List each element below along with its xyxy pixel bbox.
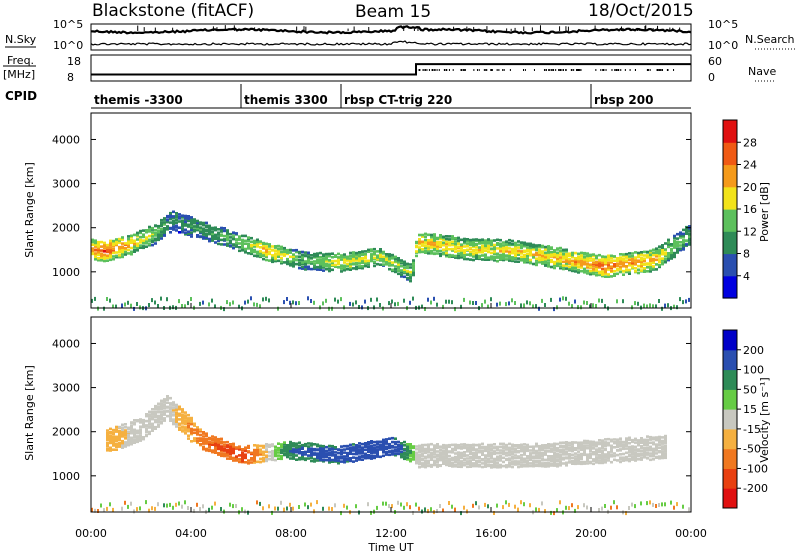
noise-left-tick-high: 10^5 <box>53 18 83 31</box>
time-axis-label: Time UT <box>367 541 413 554</box>
range-tick-label: 1000 <box>52 470 80 483</box>
colorbar-tick-label: 50 <box>743 383 757 396</box>
colorbar-tick-label: 4 <box>743 270 750 283</box>
time-tick-label: 20:00 <box>575 527 607 540</box>
power-ylabel: Slant Range [km] <box>23 162 36 258</box>
velocity-panel: 1000 2000 3000 4000 Slant Range [km] <box>23 316 692 516</box>
noise-right-label: N.Search <box>745 33 795 46</box>
colorbar-tick-label: 28 <box>743 136 757 149</box>
colorbar-tick-label: 20 <box>743 181 757 194</box>
station-title: Blackstone (fitACF) <box>92 1 254 21</box>
velocity-heatmap <box>91 395 690 516</box>
nave-label: Nave <box>748 65 776 78</box>
velocity-colorbar: 200 100 50 15 -15 -50 -100 -200 <box>722 329 768 509</box>
colorbar-tick-label: 16 <box>743 203 757 216</box>
nave-tick-low: 0 <box>708 71 715 84</box>
colorbar-tick-label: 100 <box>743 364 764 377</box>
cpid-program: rbsp CT-trig 220 <box>344 93 452 107</box>
power-colorbar: 28 24 20 16 12 8 4 <box>722 119 757 299</box>
time-tick-label: 12:00 <box>375 527 407 540</box>
colorbar-tick-label: -15 <box>743 423 761 436</box>
colorbar-tick-label: 24 <box>743 159 757 172</box>
range-tick-label: 3000 <box>52 382 80 395</box>
freq-panel: Freq. [MHz] 18 8 60 0 Nave <box>3 54 776 84</box>
noise-traces <box>90 25 692 46</box>
colorbar-tick-label: -200 <box>743 482 768 495</box>
velocity-colorbar-label: Velocity [m s⁻¹] <box>758 377 771 462</box>
cpid-program: themis -3300 <box>94 93 183 107</box>
range-tick-label: 4000 <box>52 337 80 350</box>
time-axis: 00:00 04:00 08:00 12:00 16:00 20:00 00:00 <box>75 303 707 540</box>
range-tick-label: 4000 <box>52 133 80 146</box>
colorbar-tick-label: 8 <box>743 248 750 261</box>
time-tick-label: 16:00 <box>475 527 507 540</box>
freq-tick-high: 18 <box>67 55 81 68</box>
nave-tick-high: 60 <box>708 55 722 68</box>
colorbar-tick-label: 15 <box>743 403 757 416</box>
colorbar-tick-label: -100 <box>743 462 768 475</box>
freq-label-line2: [MHz] <box>3 68 35 81</box>
colorbar-tick-label: 12 <box>743 225 757 238</box>
range-tick-label: 1000 <box>52 266 80 279</box>
time-tick-label: 00:00 <box>75 527 107 540</box>
range-tick-label: 2000 <box>52 426 80 439</box>
range-tick-label: 3000 <box>52 178 80 191</box>
cpid-program: themis 3300 <box>244 93 328 107</box>
cpid-label: CPID <box>5 89 37 103</box>
colorbar-tick-label: 200 <box>743 344 764 357</box>
noise-right-tick-low: 10^0 <box>708 39 738 52</box>
noise-panel: N.Sky 10^5 10^0 10^5 10^0 N.Search <box>5 18 795 52</box>
freq-label-line1: Freq. <box>7 54 34 67</box>
power-colorbar-label: Power [dB] <box>758 182 771 242</box>
time-tick-label: 00:00 <box>675 527 707 540</box>
velocity-ylabel: Slant Range [km] <box>23 365 36 461</box>
freq-tick-low: 8 <box>67 71 74 84</box>
time-tick-label: 04:00 <box>175 527 207 540</box>
noise-left-label: N.Sky <box>5 33 37 46</box>
power-heatmap <box>91 210 691 312</box>
freq-trace <box>91 63 691 76</box>
beam-title: Beam 15 <box>355 2 431 22</box>
cpid-program: rbsp 200 <box>594 93 653 107</box>
time-tick-label: 08:00 <box>275 527 307 540</box>
range-tick-label: 2000 <box>52 222 80 235</box>
power-panel: 1000 2000 3000 4000 Slant Range [km] <box>23 112 692 312</box>
cpid-panel: CPID themis -3300 themis 3300 rbsp CT-trig… <box>5 84 691 109</box>
date-title: 18/Oct/2015 <box>588 1 694 21</box>
colorbar-tick-label: -50 <box>743 443 761 456</box>
noise-left-tick-low: 10^0 <box>53 39 83 52</box>
noise-right-tick-high: 10^5 <box>708 18 738 31</box>
